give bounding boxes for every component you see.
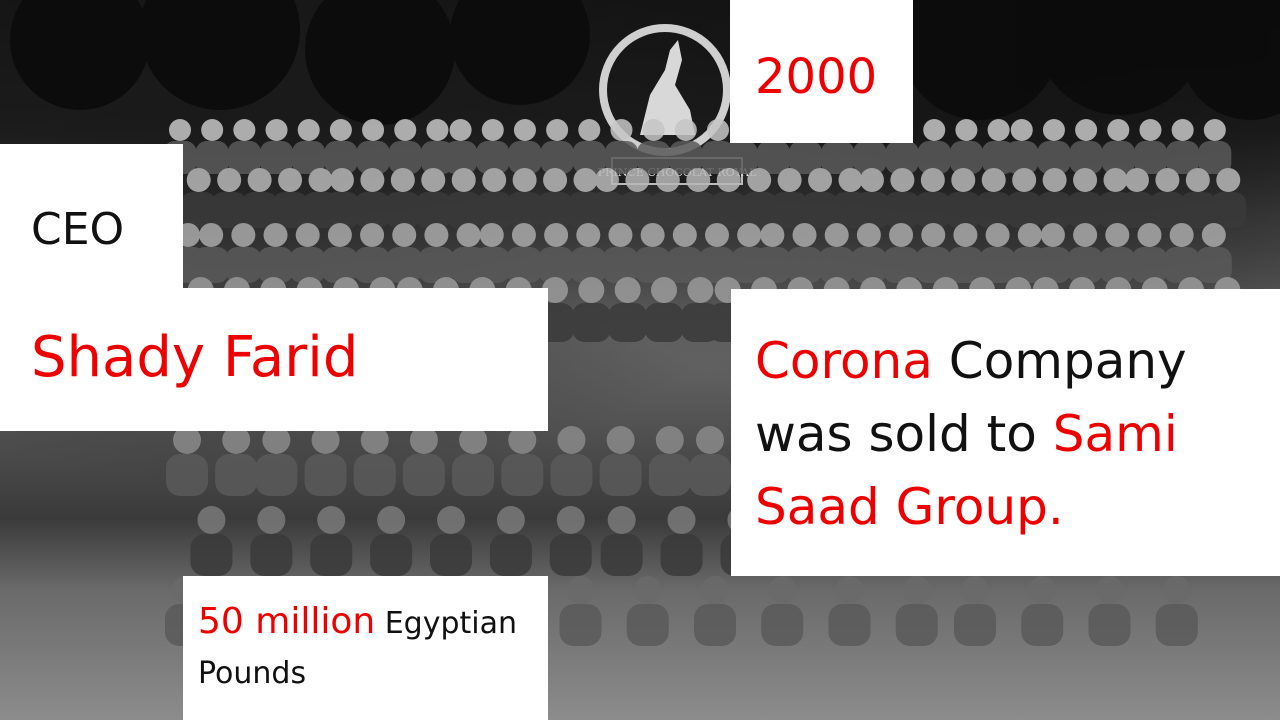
company-name: Corona bbox=[755, 332, 933, 390]
sale-panel: Corona Company was sold to Sami Saad Gro… bbox=[731, 289, 1280, 576]
sale-verb: Company was sold to bbox=[755, 332, 1187, 463]
price-panel: 50 million Egyptian Pounds bbox=[183, 576, 548, 720]
role-text: CEO bbox=[31, 204, 125, 255]
role-panel: CEO bbox=[0, 144, 183, 288]
buyer-name: Sami Saad Group. bbox=[755, 405, 1178, 536]
currency-line-1: Egyptian bbox=[375, 606, 517, 641]
sale-statement: Corona Company was sold to Sami Saad Gro… bbox=[755, 325, 1265, 544]
name-panel: Shady Farid bbox=[0, 288, 548, 431]
price-statement: 50 million Egyptian Pounds bbox=[198, 598, 588, 698]
price-amount: 50 million bbox=[198, 601, 376, 642]
currency-line-2: Pounds bbox=[198, 656, 307, 691]
year-panel: 2000 bbox=[730, 0, 913, 143]
year-text: 2000 bbox=[755, 49, 878, 105]
ceo-name-text: Shady Farid bbox=[31, 325, 359, 390]
